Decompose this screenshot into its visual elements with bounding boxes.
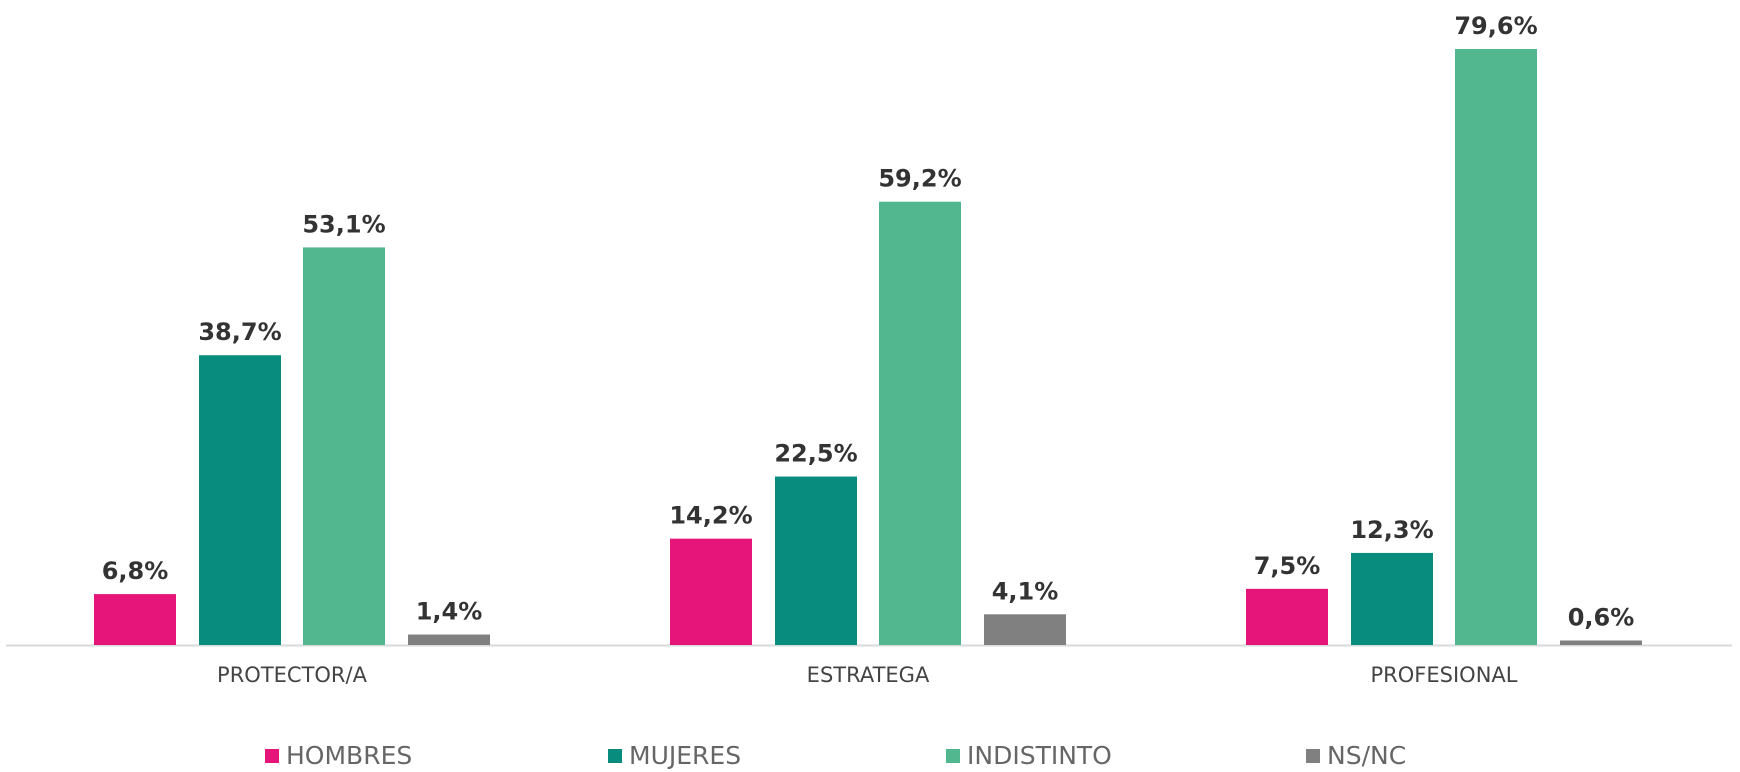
legend-swatch xyxy=(946,749,960,763)
bar xyxy=(775,476,857,645)
bar xyxy=(984,614,1066,645)
bar xyxy=(879,201,961,645)
legend-label: NS/NC xyxy=(1327,741,1406,770)
bar xyxy=(670,538,752,645)
bar xyxy=(94,594,176,645)
bar xyxy=(408,634,490,645)
value-label: 38,7% xyxy=(198,318,281,346)
legend-label: HOMBRES xyxy=(286,741,412,770)
legend-label: INDISTINTO xyxy=(967,741,1112,770)
bar xyxy=(1246,588,1328,645)
legend-swatch xyxy=(265,749,279,763)
bar xyxy=(1351,552,1433,645)
bar xyxy=(1560,640,1642,645)
value-label: 14,2% xyxy=(669,502,752,530)
bar xyxy=(1455,49,1537,645)
value-label: 4,1% xyxy=(992,577,1059,605)
legend-label: MUJERES xyxy=(629,741,741,770)
value-label: 79,6% xyxy=(1454,12,1537,40)
value-label: 7,5% xyxy=(1254,552,1321,580)
legend-swatch xyxy=(608,749,622,763)
value-label: 6,8% xyxy=(102,557,169,585)
value-label: 12,3% xyxy=(1350,516,1433,544)
bar xyxy=(303,247,385,645)
bar xyxy=(199,355,281,645)
value-label: 0,6% xyxy=(1568,604,1635,632)
category-label: PROFESIONAL xyxy=(1371,663,1518,687)
category-label: ESTRATEGA xyxy=(807,663,930,687)
legend-swatch xyxy=(1306,749,1320,763)
value-label: 59,2% xyxy=(878,165,961,193)
value-label: 1,4% xyxy=(416,598,483,626)
value-label: 22,5% xyxy=(774,440,857,468)
value-label: 53,1% xyxy=(302,210,385,238)
category-label: PROTECTOR/A xyxy=(217,663,368,687)
